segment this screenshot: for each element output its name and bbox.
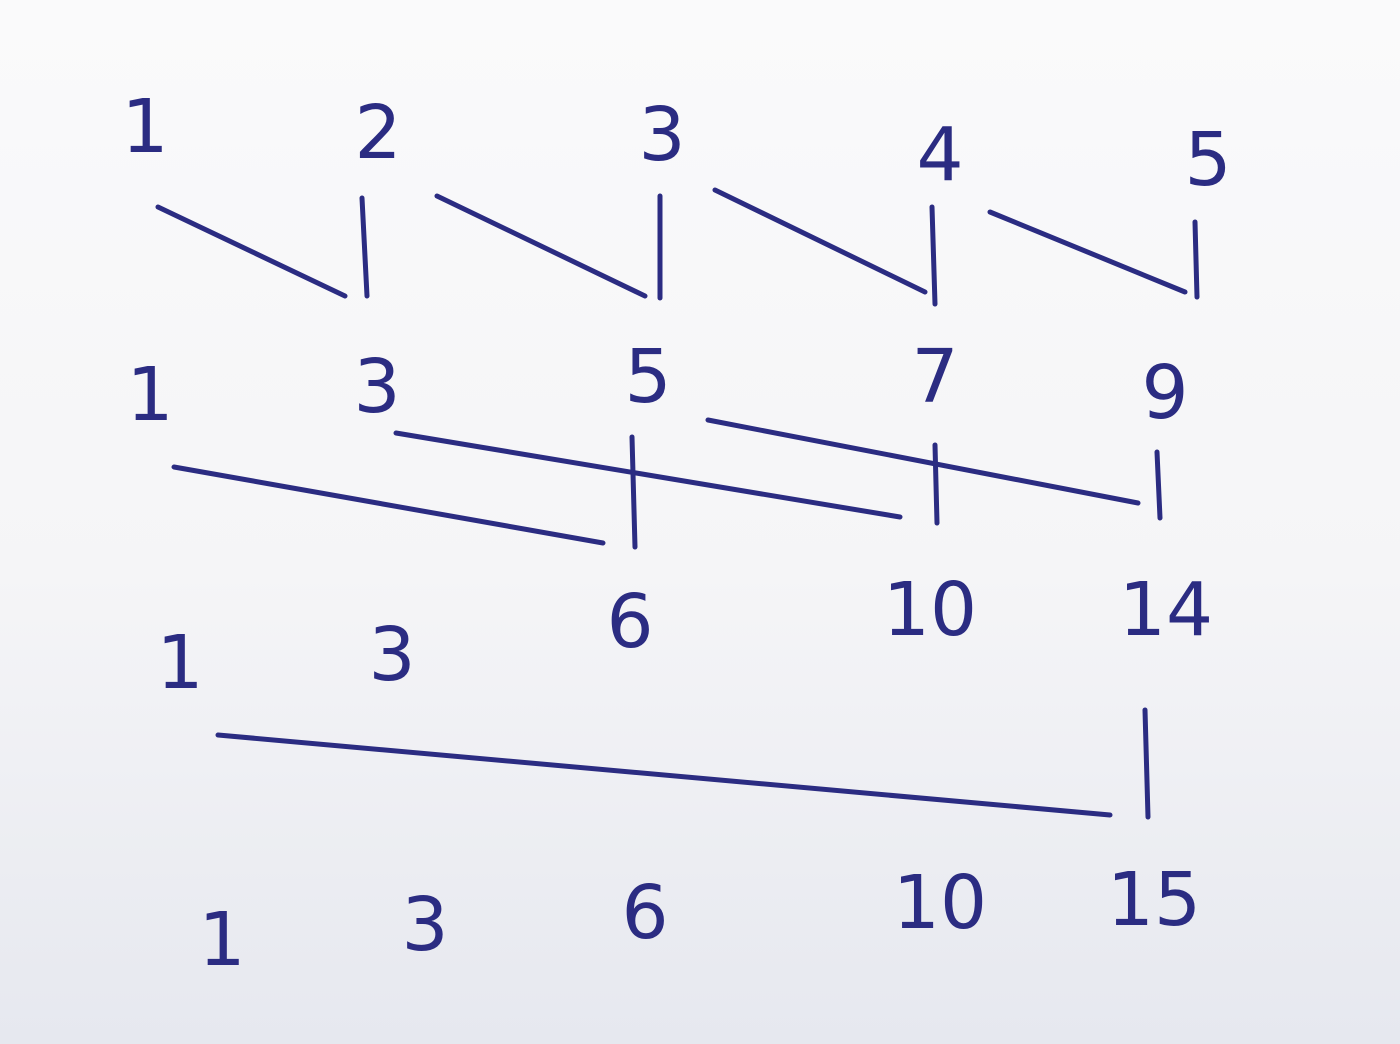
- row-4-value-4: 10: [893, 860, 987, 946]
- connector-1-to-14: [215, 707, 1151, 820]
- row-4-value-1: 1: [198, 897, 245, 983]
- connector-4-to-5: [987, 209, 1200, 300]
- row-3-value-5: 14: [1119, 567, 1213, 653]
- row-2-value-2: 3: [353, 344, 400, 430]
- row-2-value-1: 1: [126, 352, 173, 438]
- connector-1-to-2: [155, 195, 370, 299]
- row-1-value-4: 4: [916, 112, 963, 198]
- row-4-value-2: 3: [401, 882, 448, 968]
- row-3-value-1: 1: [156, 620, 203, 706]
- connector-2-to-3: [434, 193, 663, 301]
- row-2-value-5: 9: [1141, 350, 1188, 436]
- row-4-value-3: 6: [621, 870, 668, 956]
- row-3-value-3: 6: [606, 579, 653, 665]
- row-2-value-4: 7: [911, 334, 958, 420]
- row-4-value-5: 15: [1107, 857, 1201, 943]
- row-3-value-2: 3: [368, 612, 415, 698]
- connector-3-to-7: [393, 430, 940, 526]
- row-3-value-4: 10: [883, 567, 977, 653]
- row-1-value-2: 2: [354, 90, 401, 176]
- row-1-value-3: 3: [638, 92, 685, 178]
- row-1-value-5: 5: [1184, 117, 1231, 203]
- connector-1-to-5: [171, 434, 638, 550]
- row-1-value-1: 1: [121, 84, 168, 170]
- row-2-value-3: 5: [624, 334, 671, 420]
- connector-3-to-4: [712, 187, 938, 307]
- connector-5-to-9: [705, 417, 1163, 521]
